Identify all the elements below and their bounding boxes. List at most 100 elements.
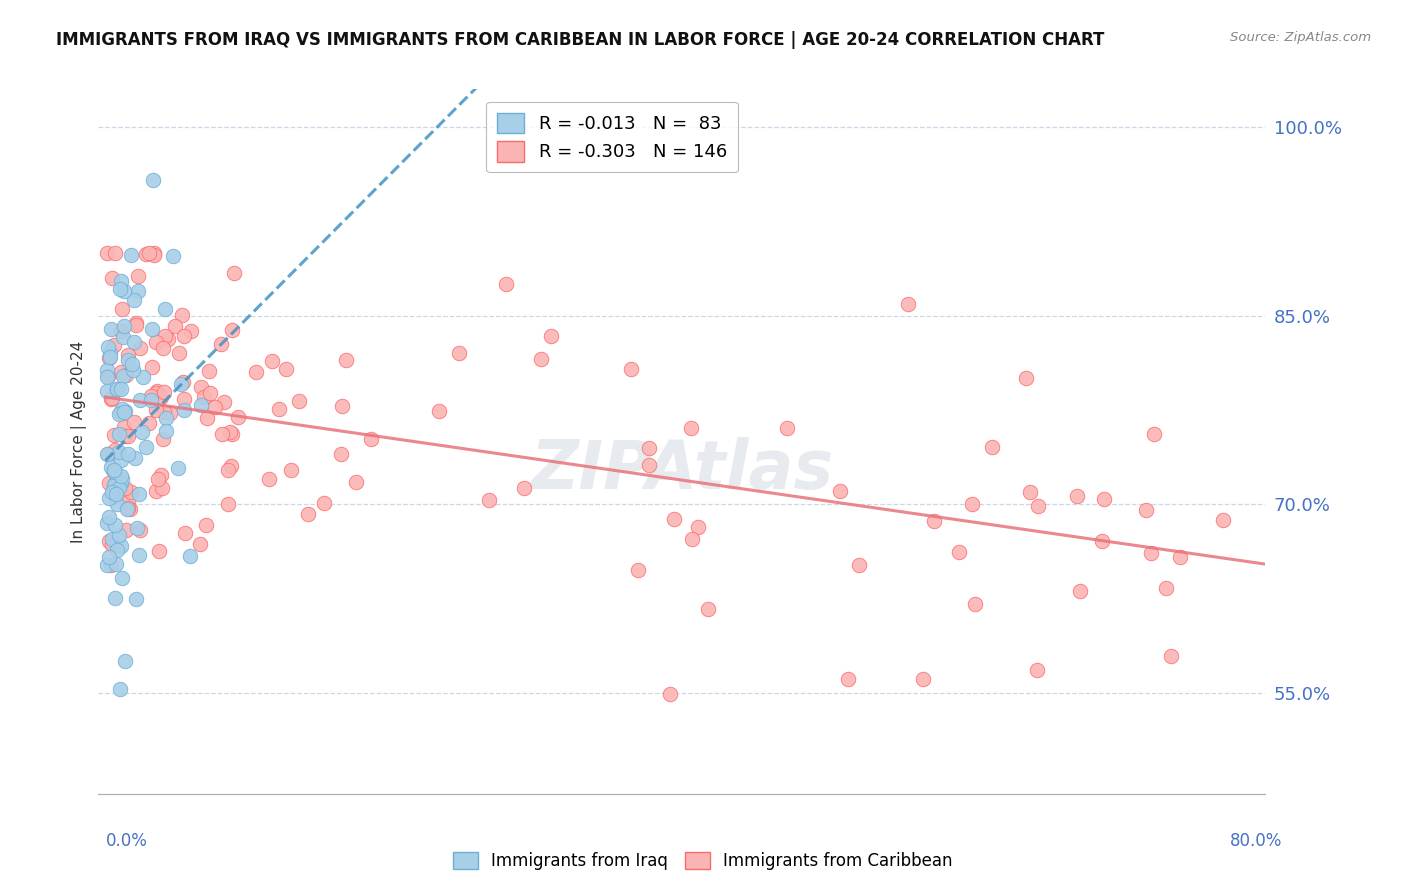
Legend: Immigrants from Iraq, Immigrants from Caribbean: Immigrants from Iraq, Immigrants from Ca… [447,845,959,877]
Point [128,486,150,500]
Point [114,654,136,668]
Point [180,324,202,338]
Point [100,392,122,407]
Point [114,429,136,443]
Point [97,447,120,461]
Point [117,428,139,442]
Point [162,249,184,263]
Point [100,346,122,360]
Point [638,441,661,455]
Point [495,277,517,291]
Point [120,502,142,516]
Point [619,361,641,376]
Point [173,402,195,417]
Point [129,524,152,538]
Point [1168,549,1191,564]
Point [108,481,131,495]
Point [262,354,284,368]
Point [152,341,174,355]
Text: Source: ZipAtlas.com: Source: ZipAtlas.com [1230,31,1371,45]
Y-axis label: In Labor Force | Age 20-24: In Labor Force | Age 20-24 [72,341,87,542]
Point [173,329,195,343]
Point [111,401,134,416]
Text: 80.0%: 80.0% [1230,831,1282,849]
Point [163,318,186,333]
Point [219,459,242,474]
Point [360,433,382,447]
Point [478,493,501,508]
Point [103,479,125,493]
Point [145,334,167,349]
Point [145,385,167,400]
Point [125,318,148,333]
Point [105,487,128,501]
Point [108,528,131,542]
Point [222,267,245,281]
Point [110,382,132,396]
Point [122,363,145,377]
Point [110,405,132,419]
Point [120,484,142,499]
Point [143,245,166,260]
Point [153,328,176,343]
Point [965,597,987,611]
Text: IMMIGRANTS FROM IRAQ VS IMMIGRANTS FROM CARIBBEAN IN LABOR FORCE | AGE 20-24 COR: IMMIGRANTS FROM IRAQ VS IMMIGRANTS FROM … [56,31,1105,49]
Point [198,364,221,378]
Point [131,425,153,440]
Point [103,338,125,352]
Point [447,346,470,360]
Point [97,510,120,524]
Point [257,472,280,486]
Point [1154,581,1177,595]
Point [104,476,127,491]
Point [297,507,319,521]
Point [141,393,163,408]
Point [100,322,122,336]
Point [217,463,239,477]
Point [145,402,167,417]
Point [96,245,118,260]
Point [830,484,852,499]
Point [110,274,132,288]
Point [132,369,155,384]
Point [152,404,174,418]
Point [127,521,149,535]
Point [190,380,212,394]
Point [138,245,160,260]
Legend: R = -0.013   N =  83, R = -0.303   N = 146: R = -0.013 N = 83, R = -0.303 N = 146 [486,102,738,172]
Point [96,363,118,377]
Point [105,542,128,557]
Point [128,341,150,355]
Point [105,557,128,571]
Point [332,399,354,413]
Point [98,350,121,364]
Point [204,400,226,414]
Point [117,501,139,516]
Point [530,352,553,367]
Point [153,384,176,399]
Point [776,421,799,435]
Point [107,497,129,511]
Point [221,426,243,441]
Point [659,686,682,700]
Point [105,383,128,397]
Point [129,392,152,407]
Point [110,324,132,338]
Point [637,458,659,472]
Point [156,332,179,346]
Point [174,525,197,540]
Point [112,419,135,434]
Point [96,516,118,530]
Point [101,532,124,546]
Point [103,428,125,442]
Point [274,362,297,376]
Point [127,268,149,283]
Point [170,377,193,392]
Point [200,385,222,400]
Point [848,558,870,573]
Point [1160,649,1182,664]
Point [1091,533,1114,548]
Point [110,282,132,296]
Point [112,319,135,334]
Point [226,409,249,424]
